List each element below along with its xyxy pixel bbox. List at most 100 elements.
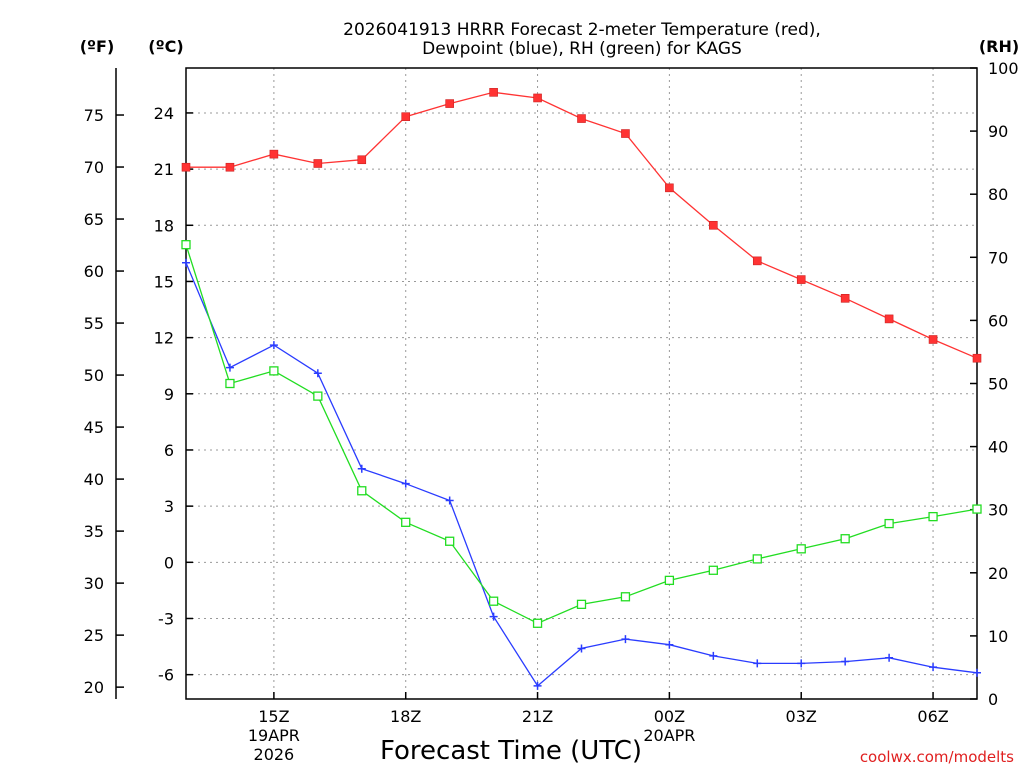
temperature-point [796, 275, 806, 284]
temperature-point [225, 162, 235, 172]
rh-point [840, 534, 850, 544]
tick-labels: 20 25 30 35 40 45 50 55 60 65 70 75 -6 -3 0 3 6 9 12 15 18 21… [84, 59, 1019, 764]
rh-line [185, 244, 978, 625]
dewpoint-point [269, 341, 278, 350]
celsius-tick-label: 3 [164, 497, 174, 516]
rh-point [972, 504, 982, 514]
dewpoint-point [797, 659, 806, 668]
rh-tick-label: 100 [988, 59, 1019, 78]
rh-tick-label: 20 [988, 564, 1008, 583]
temperature-point [709, 220, 718, 230]
axes [115, 67, 978, 700]
rh-point [357, 486, 367, 496]
x-axis-title: Forecast Time (UTC) [380, 736, 642, 766]
temperature-point [357, 155, 367, 165]
fahrenheit-tick-label: 20 [84, 678, 104, 697]
temperature-series [181, 88, 982, 363]
celsius-tick-label: -3 [158, 609, 174, 628]
rh-point [445, 536, 455, 546]
dewpoint-point [841, 657, 850, 666]
temperature-point [928, 335, 938, 344]
x-year-label: 2026 [254, 745, 295, 764]
celsius-tick-label: 24 [154, 104, 174, 123]
fahrenheit-tick-label: 25 [84, 626, 104, 645]
x-date-label: 20APR [643, 726, 695, 745]
chart-title-line1: 2026041913 HRRR Forecast 2-meter Tempera… [343, 20, 821, 40]
temperature-point [269, 149, 279, 159]
rh-tick-label: 50 [988, 375, 1008, 394]
dewpoint-point [885, 653, 894, 662]
x-tick-label: 21Z [522, 707, 553, 726]
credit-label: coolwx.com/modelts [860, 748, 1014, 766]
fahrenheit-tick-label: 55 [84, 314, 104, 333]
dewpoint-point [357, 464, 366, 473]
fahrenheit-unit-label: (ºF) [80, 37, 115, 56]
rh-point [181, 240, 191, 250]
fahrenheit-tick-label: 70 [84, 158, 104, 177]
rh-point [532, 618, 543, 628]
celsius-tick-label: 6 [164, 441, 174, 460]
dewpoint-point [577, 644, 586, 653]
chart-title-line2: Dewpoint (blue), RH (green) for KAGS [422, 39, 742, 59]
rh-tick-label: 30 [988, 501, 1008, 520]
rh-point [664, 575, 675, 586]
rh-point [225, 378, 235, 389]
dewpoint-series [182, 258, 981, 690]
fahrenheit-tick-label: 65 [84, 210, 104, 229]
temperature-point [445, 99, 454, 108]
dewpoint-point [665, 640, 674, 649]
temperature-point [972, 353, 982, 363]
dewpoint-point [401, 479, 410, 488]
dewpoint-point [973, 668, 981, 677]
fahrenheit-tick-label: 40 [84, 470, 104, 489]
x-tick-label: 00Z [654, 707, 685, 726]
temperature-point [752, 256, 762, 266]
fahrenheit-tick-label: 60 [84, 262, 104, 281]
celsius-tick-label: 21 [154, 160, 174, 179]
temperature-point [577, 114, 586, 123]
temperature-point [181, 162, 191, 172]
dewpoint-point [489, 612, 498, 621]
rh-point [796, 544, 806, 554]
celsius-tick-label: 18 [154, 216, 174, 235]
fahrenheit-tick-label: 35 [84, 522, 104, 541]
x-date-label: 19APR [248, 726, 300, 745]
rh-unit-label: (RH) [979, 37, 1019, 56]
rh-point [488, 596, 499, 606]
x-tick-label: 03Z [786, 707, 817, 726]
rh-tick-label: 60 [988, 311, 1008, 330]
fahrenheit-tick-label: 45 [84, 418, 104, 437]
celsius-tick-label: 0 [164, 553, 174, 572]
fahrenheit-tick-label: 50 [84, 366, 104, 385]
fahrenheit-tick-label: 30 [84, 574, 104, 593]
dewpoint-point [313, 369, 322, 378]
rh-point [708, 565, 718, 575]
celsius-tick-label: -6 [158, 666, 174, 685]
rh-tick-label: 90 [988, 122, 1008, 141]
dewpoint-point [929, 663, 938, 672]
rh-point [401, 517, 411, 527]
rh-point [752, 554, 762, 564]
rh-point [269, 366, 279, 376]
temperature-point [533, 93, 542, 103]
temperature-point [401, 112, 411, 121]
celsius-tick-label: 9 [164, 385, 174, 404]
rh-point [313, 391, 323, 401]
fahrenheit-tick-label: 75 [84, 106, 104, 125]
temperature-point [840, 294, 850, 303]
dewpoint-line [185, 262, 978, 687]
temperature-point [313, 159, 323, 168]
temperature-point [884, 314, 894, 324]
dewpoint-point [533, 681, 542, 690]
temperature-point [489, 88, 498, 97]
rh-tick-label: 80 [988, 185, 1008, 204]
celsius-tick-label: 15 [154, 272, 174, 291]
celsius-unit-label: (ºC) [148, 37, 183, 56]
x-tick-label: 18Z [390, 707, 421, 726]
celsius-tick-label: 12 [154, 329, 174, 348]
rh-point [884, 518, 894, 529]
temperature-point [665, 183, 674, 193]
dewpoint-point [182, 258, 190, 267]
rh-tick-label: 10 [988, 627, 1008, 646]
